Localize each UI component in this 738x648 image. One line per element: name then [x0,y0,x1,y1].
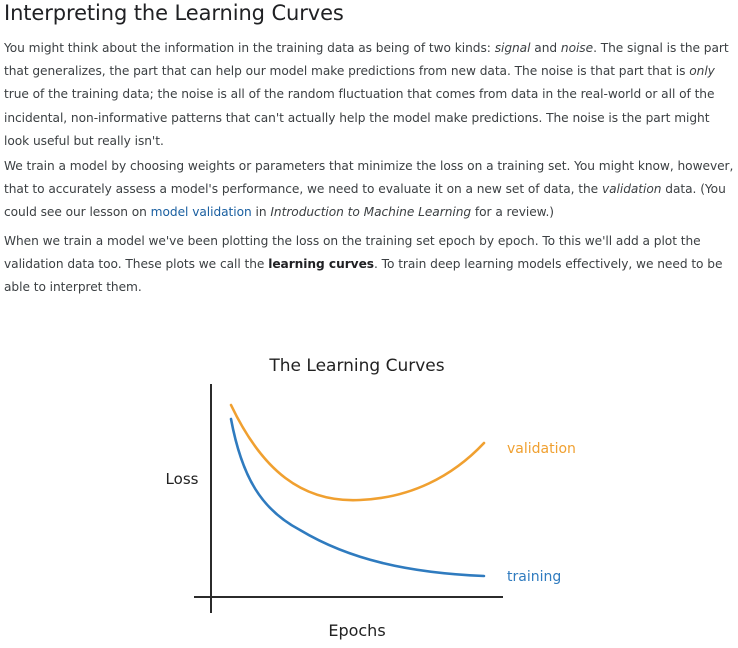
paragraph-learning-curves: When we train a model we've been plottin… [4,230,736,300]
bold-learning-curves: learning curves [268,257,374,272]
text-span: You might think about the information in… [4,41,495,55]
training-curve-label: training [507,569,561,585]
validation-curve [229,403,486,502]
training-curve [229,417,486,578]
validation-curve-label: validation [507,441,576,457]
paragraph-validation: We train a model by choosing weights or … [4,155,736,225]
text-span: for a review.) [471,205,554,220]
y-axis-label: Loss [166,470,199,488]
text-span: in [251,205,271,220]
paragraph-signal-noise: You might think about the information in… [4,37,736,153]
text-span: . The signal is the part that generalize… [4,41,729,79]
section-heading: Interpreting the Learning Curves [4,1,344,25]
emphasis-validation: validation [601,182,662,197]
chart-title: The Learning Curves [268,356,444,376]
emphasis-only: only [689,64,715,79]
text-span: true of the training data; the noise is … [4,87,715,148]
text-span: When we train a model we've been plottin… [4,234,701,272]
text-span: and [530,41,561,55]
text-span: We train a model by choosing weights or … [4,159,734,197]
text-span: data. (You could see our lesson on [4,182,726,220]
x-axis-label: Epochs [328,621,385,640]
emphasis-signal: signal [494,41,531,55]
emphasis-noise: noise [560,41,594,55]
text-span: . To train deep learning models effectiv… [4,257,723,295]
model-validation-link[interactable]: model validation [150,205,252,220]
emphasis-course-title: Introduction to Machine Learning [270,205,472,220]
